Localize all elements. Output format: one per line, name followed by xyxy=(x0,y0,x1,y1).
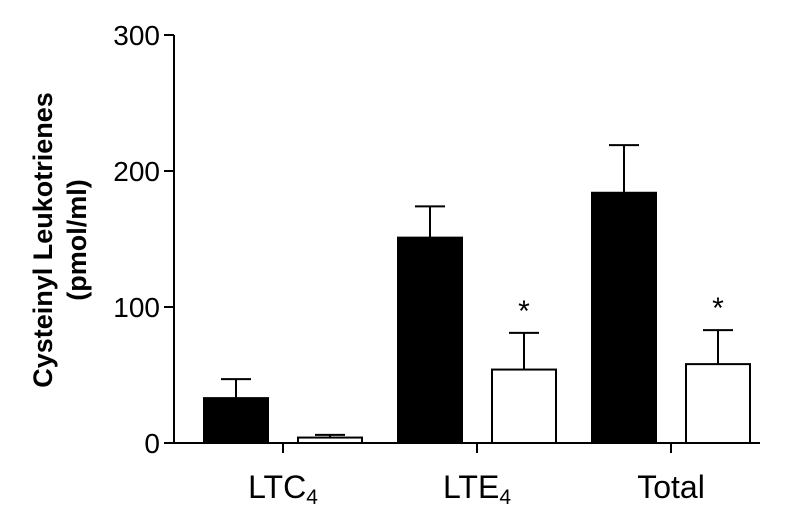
significance-marker: * xyxy=(518,295,530,328)
bar xyxy=(685,363,751,444)
category-label: LTE4 xyxy=(443,469,511,509)
bar xyxy=(397,236,463,444)
bar xyxy=(491,368,557,444)
y-tick-label: 100 xyxy=(113,292,160,323)
y-tick-label: 0 xyxy=(144,428,160,459)
bar xyxy=(203,397,269,444)
category-label: LTC4 xyxy=(248,469,318,509)
y-axis-title-line1: Cysteinyl Leukotrienes xyxy=(28,92,58,388)
category-label: Total xyxy=(637,469,705,505)
bar xyxy=(297,436,363,444)
category-labels: LTC4 LTE4 Total xyxy=(248,469,705,509)
bar xyxy=(591,191,657,444)
bars: * * xyxy=(203,144,751,444)
x-axis-ticks xyxy=(282,443,672,453)
y-axis-ticks: 0 100 200 300 xyxy=(113,20,174,459)
y-tick-label: 300 xyxy=(113,20,160,51)
significance-marker: * xyxy=(712,292,724,325)
y-axis-title: Cysteinyl Leukotrienes (pmol/ml) xyxy=(28,92,92,388)
y-axis-title-line2: (pmol/ml) xyxy=(62,179,92,301)
y-tick-label: 200 xyxy=(113,156,160,187)
